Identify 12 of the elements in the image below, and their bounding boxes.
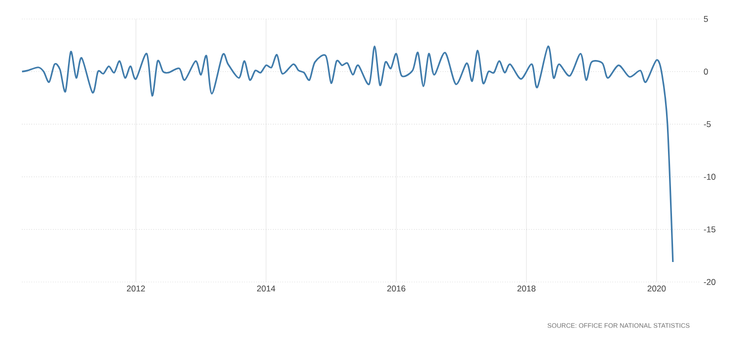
y-tick-label: -10 (704, 174, 716, 180)
x-tick-label: 2018 (517, 286, 536, 292)
y-tick-label: 0 (704, 68, 708, 75)
line-series (21, 46, 674, 263)
x-tick-label: 2016 (387, 286, 406, 292)
y-tick-label: -15 (704, 226, 716, 232)
x-tick-label: 2014 (257, 286, 276, 292)
y-tick-label: 5 (704, 16, 708, 22)
x-tick-label: 2020 (648, 286, 666, 292)
x-tick-label: 2012 (126, 286, 145, 292)
y-tick-label: -5 (704, 121, 711, 128)
y-tick-label: -20 (704, 279, 716, 285)
